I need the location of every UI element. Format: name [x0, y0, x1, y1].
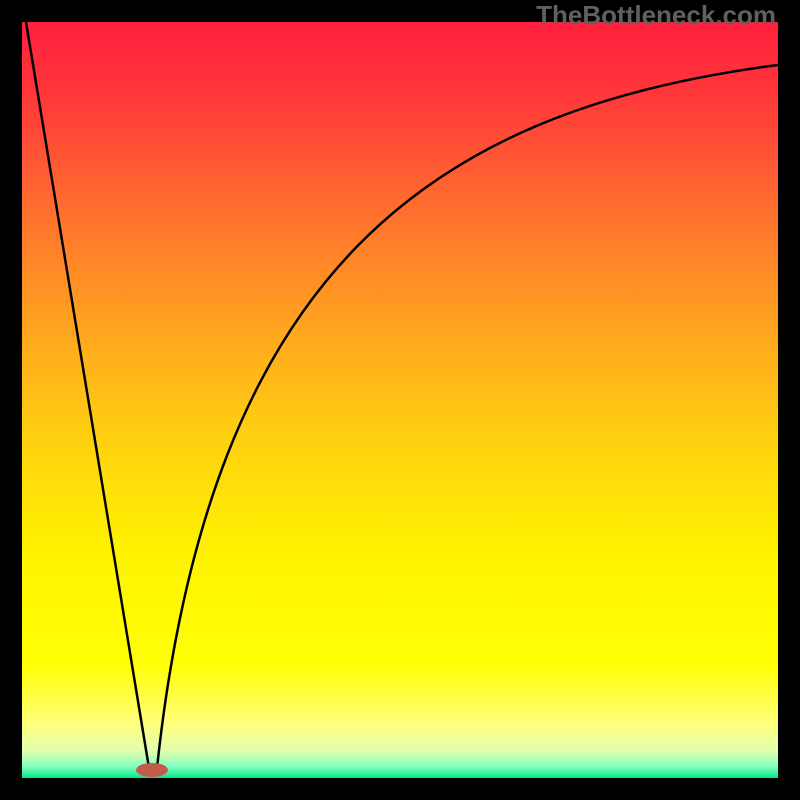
right-curve — [157, 65, 778, 768]
curve-overlay — [0, 0, 800, 800]
frame-left — [0, 0, 22, 800]
left-curve — [26, 22, 149, 768]
frame-bottom — [0, 778, 800, 800]
chart-container: TheBottleneck.com — [0, 0, 800, 800]
watermark-text: TheBottleneck.com — [536, 0, 776, 31]
vertex-marker — [136, 763, 168, 777]
frame-right — [778, 0, 800, 800]
